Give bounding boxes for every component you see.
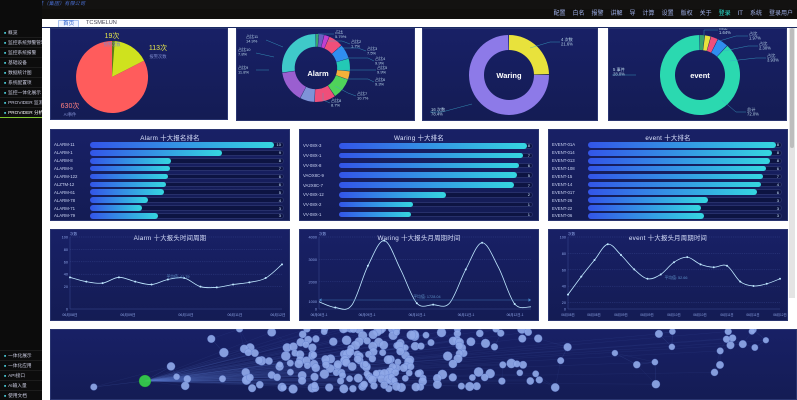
svg-text:9.9%: 9.9% (377, 70, 387, 75)
svg-text:06月10日-1: 06月10日-1 (409, 313, 426, 317)
svg-text:06月09日: 06月09日 (614, 313, 627, 317)
svg-text:1.64%: 1.64% (719, 30, 731, 35)
svg-text:60: 60 (64, 260, 68, 264)
svg-text:78.4%: 78.4% (431, 112, 443, 117)
svg-text:0: 0 (564, 308, 566, 312)
svg-text:100: 100 (560, 236, 566, 240)
svg-text:19次: 19次 (105, 31, 120, 40)
svg-text:06月12日-1: 06月12日-1 (507, 313, 524, 317)
svg-text:06月10日: 06月10日 (178, 312, 193, 317)
svg-text:3000: 3000 (309, 258, 317, 262)
svg-text:06月08日: 06月08日 (62, 312, 77, 317)
svg-text:7.5%: 7.5% (367, 51, 377, 56)
svg-text:2.30%: 2.30% (759, 46, 771, 51)
svg-text:06月08日-1: 06月08日-1 (311, 313, 328, 317)
svg-text:06月11日: 06月11日 (746, 313, 759, 317)
svg-text:06月10日: 06月10日 (693, 313, 706, 317)
svg-text:11.8%: 11.8% (238, 70, 249, 75)
svg-text:平均值: 52.66: 平均值: 52.66 (664, 275, 687, 280)
svg-text:8.7%: 8.7% (331, 103, 341, 108)
svg-text:06月10日: 06月10日 (667, 313, 680, 317)
svg-text:06月11日-1: 06月11日-1 (458, 313, 475, 317)
svg-text:100: 100 (62, 236, 68, 240)
svg-text:7.8%: 7.8% (238, 52, 248, 57)
svg-text:06月11日: 06月11日 (720, 313, 733, 317)
svg-text:113次: 113次 (149, 43, 167, 52)
svg-text:20: 20 (562, 301, 566, 305)
svg-text:630次: 630次 (61, 101, 80, 110)
svg-text:次数: 次数 (319, 231, 327, 236)
svg-text:4000: 4000 (309, 236, 317, 240)
svg-text:event: event (690, 71, 710, 80)
svg-text:06月09日-1: 06月09日-1 (359, 313, 376, 317)
svg-text:3.93%: 3.93% (767, 58, 779, 63)
svg-text:10.7%: 10.7% (357, 96, 369, 101)
svg-text:Alarm: Alarm (307, 69, 329, 78)
svg-text:平均值: 41.79: 平均值: 41.79 (166, 274, 189, 279)
svg-text:28.0%: 28.0% (613, 72, 625, 77)
svg-text:报警次数: 报警次数 (149, 53, 167, 60)
svg-text:14.9%: 14.9% (246, 39, 258, 44)
svg-text:2000: 2000 (309, 280, 317, 284)
svg-text:21.6%: 21.6% (561, 42, 573, 47)
svg-text:9.3%: 9.3% (375, 82, 385, 87)
svg-text:1.7%: 1.7% (351, 44, 361, 49)
svg-text:06月12日: 06月12日 (270, 312, 285, 317)
svg-text:20: 20 (64, 285, 68, 289)
svg-text:次数: 次数 (568, 231, 576, 236)
svg-text:5.79%: 5.79% (335, 34, 347, 39)
svg-text:平均值: 1728.04: 平均值: 1728.04 (413, 294, 440, 299)
svg-text:次数: 次数 (70, 231, 78, 236)
svg-text:60: 60 (562, 268, 566, 272)
svg-text:06月09日: 06月09日 (120, 312, 135, 317)
svg-text:0: 0 (315, 308, 317, 312)
svg-text:AI事件: AI事件 (64, 111, 77, 118)
svg-text:预警次数: 预警次数 (103, 41, 121, 48)
svg-text:06月08日: 06月08日 (587, 313, 600, 317)
svg-text:40: 40 (64, 273, 68, 277)
svg-text:06月08日: 06月08日 (561, 313, 574, 317)
svg-text:1000: 1000 (309, 300, 317, 304)
svg-text:1.97%: 1.97% (749, 36, 761, 41)
svg-text:06月12日: 06月12日 (773, 313, 786, 317)
svg-text:80: 80 (64, 248, 68, 252)
svg-text:Waring: Waring (496, 71, 522, 80)
svg-text:80: 80 (562, 252, 566, 256)
svg-text:72.0%: 72.0% (747, 112, 759, 117)
svg-text:06月09日: 06月09日 (640, 313, 653, 317)
svg-text:40: 40 (562, 285, 566, 289)
svg-text:0: 0 (66, 308, 68, 312)
svg-text:06月11日: 06月11日 (228, 312, 243, 317)
